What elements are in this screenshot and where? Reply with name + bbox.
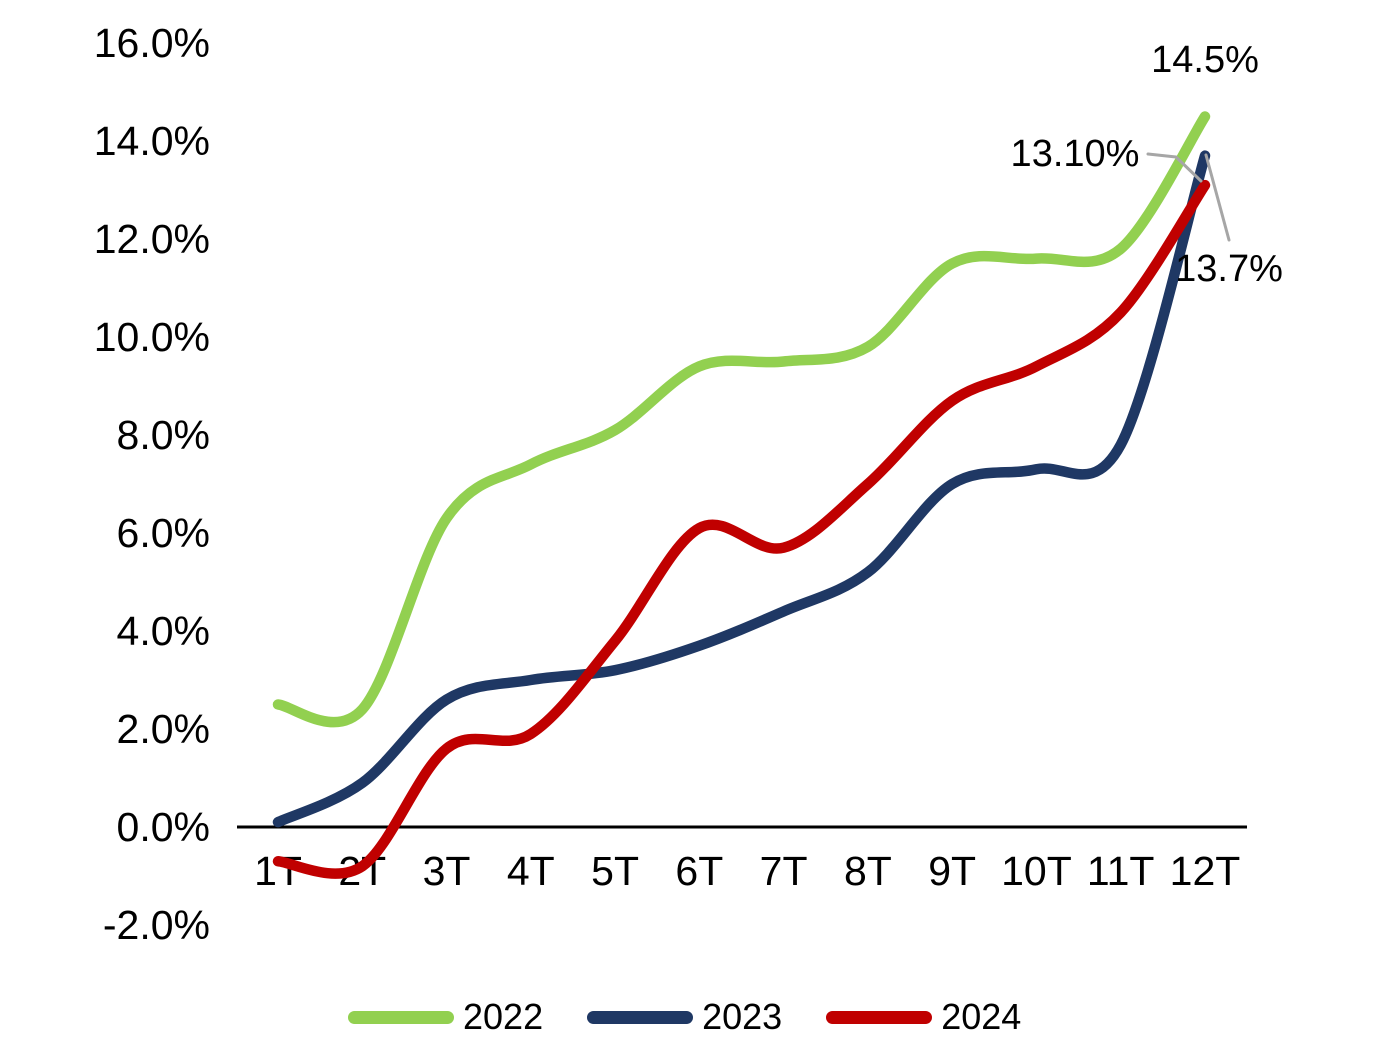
data-label-2023: 13.7%	[1175, 248, 1283, 290]
legend-item-2024: 2024	[826, 997, 1021, 1037]
legend-label: 2022	[463, 996, 544, 1037]
legend-label: 2023	[702, 996, 783, 1037]
legend-swatch-icon	[348, 1010, 454, 1024]
legend-label: 2024	[941, 996, 1022, 1037]
data-label-2024: 13.10%	[1010, 133, 1140, 175]
x-axis-tick-label: 12T	[1169, 848, 1241, 894]
legend: 2022 2023 2024	[348, 997, 1021, 1037]
y-axis-tick-label: 14.0%	[93, 118, 210, 164]
series-line-2023	[272, 150, 1211, 828]
series-line-2022	[272, 111, 1211, 728]
y-axis-tick-label: 12.0%	[93, 216, 210, 262]
y-axis-tick-label: 8.0%	[116, 412, 210, 458]
annotation-leader-line	[1204, 153, 1231, 242]
annotation-leader-line	[1146, 152, 1203, 183]
data-label-2022: 14.5%	[1151, 39, 1259, 81]
y-axis-tick-label: 4.0%	[116, 608, 210, 654]
legend-item-2022: 2022	[348, 997, 543, 1037]
legend-swatch-icon	[587, 1010, 694, 1024]
y-axis-tick-label: -2.0%	[102, 902, 210, 948]
y-axis-tick-label: 6.0%	[116, 510, 210, 556]
legend-item-2023: 2023	[587, 997, 782, 1037]
legend-swatch-icon	[826, 1010, 933, 1024]
y-axis-tick-label: 16.0%	[93, 20, 210, 66]
y-axis-tick-label: 10.0%	[93, 314, 210, 360]
y-axis-tick-label: 2.0%	[116, 706, 210, 752]
y-axis-tick-label: 0.0%	[116, 804, 210, 850]
series-line-2024	[272, 179, 1211, 879]
